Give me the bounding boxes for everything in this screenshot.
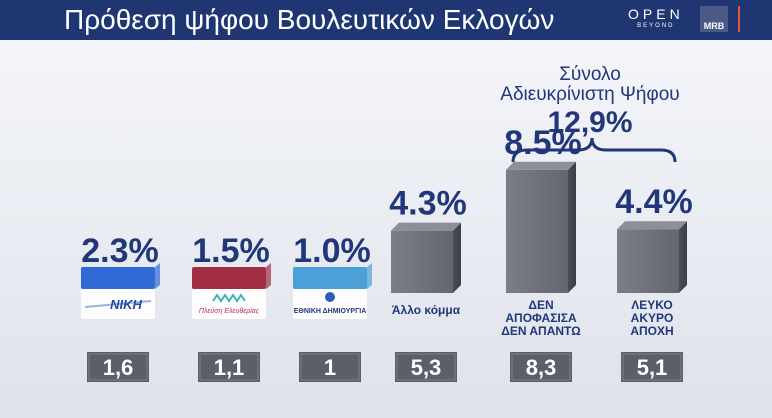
bar-side-5 [679, 221, 687, 293]
page-title: Πρόθεση ψήφου Βουλευτικών Εκλογών [64, 4, 555, 35]
edim-logo-text: ΕΘΝΙΚΗ ΔΗΜΙΟΥΡΓΙΑ [294, 308, 367, 315]
prev-value-5: 5,1 [637, 355, 668, 380]
channel-logo: OPEN BEYOND [628, 6, 684, 30]
chart-marks: ΝΙΚΗ 2.3% 1,6 Πλεύση Ελευθερίας 1.5% 1,1 ΕΘΝΙΚ… [81, 124, 693, 382]
bar-top-5 [617, 221, 687, 230]
logo-block-side-plefsi [266, 263, 271, 289]
summary-title-line1: Σύνολο [559, 64, 621, 85]
category-label-4-0: ΔΕΝ [528, 298, 553, 312]
logo-panel-plefsi [192, 289, 266, 319]
value-label-1: 1.5% [192, 232, 270, 270]
bar-side-3 [453, 222, 461, 293]
summary-value: 12,9% [547, 106, 632, 139]
prev-value-4: 8,3 [526, 355, 557, 380]
plefsi-sail-icon [212, 293, 246, 303]
logo-panel-edim [293, 289, 367, 319]
prev-box-inner-5 [622, 353, 682, 381]
pollster-logo: MRB [700, 6, 728, 32]
category-label-5-0: ΛΕΥΚΟ [631, 298, 672, 312]
bar-top-3 [391, 222, 461, 231]
prev-box-1 [198, 352, 260, 382]
prev-box-2 [299, 352, 361, 382]
summary-group: Σύνολο Αδιευκρίνιστη Ψήφου 12,9% [500, 64, 680, 163]
prev-box-inner-0 [88, 353, 148, 381]
category-label-4-2: ΔΕΝ ΑΠΑΝΤΩ [501, 324, 581, 338]
plefsi-logo-text: Πλεύση Ελευθερίας [199, 307, 260, 315]
prev-box-inner-1 [199, 353, 259, 381]
bar-5 [617, 229, 679, 293]
prev-value-3: 5,3 [411, 355, 442, 380]
logo-block-side-niki [155, 263, 160, 289]
summary-brace [511, 137, 677, 163]
prev-box-inner-2 [300, 353, 360, 381]
header-bar: Πρόθεση ψήφου Βουλευτικών Εκλογών OPEN B… [0, 0, 772, 40]
prev-box-5 [621, 352, 683, 382]
value-label-4: 8.5% [504, 124, 582, 162]
summary-title-line2: Αδιευκρίνιστη Ψήφου [500, 84, 679, 105]
value-label-5: 4.4% [615, 183, 693, 221]
value-label-2: 1.0% [293, 232, 371, 270]
bar-4 [506, 169, 568, 293]
bar-top-4 [506, 161, 576, 170]
logo-block-side-edim [367, 263, 372, 289]
prev-value-2: 1 [324, 355, 336, 380]
value-label-0: 2.3% [81, 232, 159, 270]
category-label-5-1: ΑΚΥΡΟ [631, 311, 674, 325]
prev-box-3 [395, 352, 457, 382]
edim-emblem-icon [325, 292, 335, 302]
prev-box-inner-4 [511, 353, 571, 381]
niki-logo-text: ΝΙΚΗ [110, 297, 142, 312]
prev-value-1: 1,1 [214, 355, 245, 380]
niki-swoosh [84, 300, 152, 308]
prev-value-0: 1,6 [103, 355, 134, 380]
category-label-3-0: Άλλο κόμμα [392, 303, 461, 317]
prev-box-4 [510, 352, 572, 382]
logo-block-plefsi [192, 267, 266, 289]
bar-side-4 [568, 161, 576, 293]
prev-box-inner-3 [396, 353, 456, 381]
header-divider [738, 6, 740, 32]
logo-block-niki [81, 267, 155, 289]
prev-box-0 [87, 352, 149, 382]
bar-3 [391, 230, 453, 293]
value-label-3: 4.3% [389, 185, 467, 223]
category-label-4-1: ΑΠΟΦΑΣΙΣΑ [505, 311, 577, 325]
channel-logo-main: OPEN [628, 6, 684, 22]
category-label-5-2: ΑΠΟΧΗ [630, 324, 673, 338]
channel-logo-sub: BEYOND [637, 23, 675, 29]
logo-block-edim [293, 267, 367, 289]
vote-intention-chart: Σύνολο Αδιευκρίνιστη Ψήφου 12,9% ΝΙΚΗ 2.3… [81, 64, 693, 382]
